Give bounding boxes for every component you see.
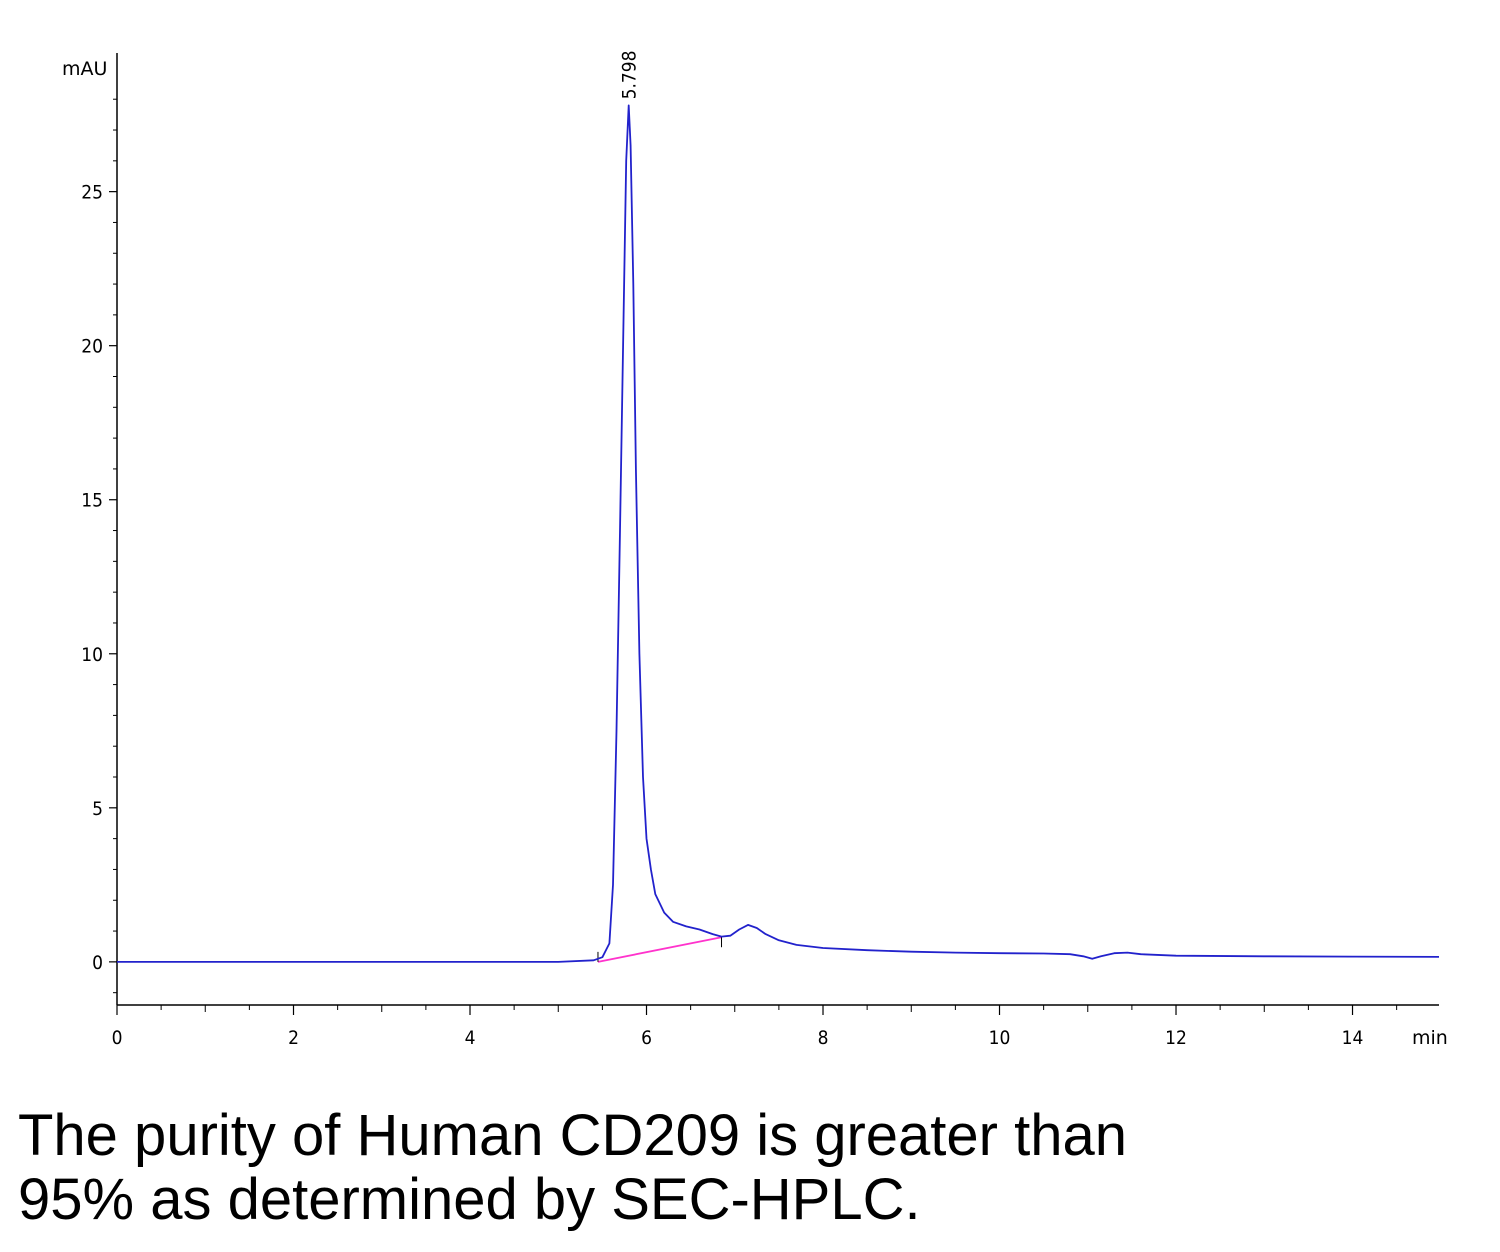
y-tick-label: 5 (92, 798, 103, 820)
chromatogram-chart: 0 5 10 15 20 25 0 2 4 6 8 10 12 14 mAU min 5.798 (62, 50, 1448, 1049)
axes (116, 53, 1439, 1006)
ticks (109, 98, 1398, 1015)
caption-line-1: The purity of Human CD209 is greater tha… (18, 1103, 1127, 1168)
y-tick-label: 20 (81, 336, 103, 358)
integration-baseline (597, 936, 722, 963)
x-tick-label: 4 (465, 1027, 476, 1049)
x-tick-label: 8 (818, 1027, 829, 1049)
plot-marks: 5.798 (117, 50, 1440, 963)
x-tick-label: 6 (641, 1027, 652, 1049)
x-tick-label: 2 (288, 1027, 299, 1049)
caption-line-2: 95% as determined by SEC-HPLC. (18, 1167, 921, 1232)
x-tick-label: 12 (1165, 1027, 1187, 1049)
chromatogram-trace-0 (117, 104, 1440, 963)
y-tick-label: 15 (81, 490, 103, 512)
x-tick-label: 0 (112, 1027, 123, 1049)
y-axis-unit-label: mAU (62, 58, 107, 80)
peak-label: 5.798 (619, 50, 641, 99)
y-tick-label: 0 (92, 952, 103, 974)
x-axis-unit-label: min (1412, 1027, 1448, 1049)
x-tick-label: 10 (989, 1027, 1011, 1049)
x-tick-label: 14 (1342, 1027, 1364, 1049)
tick-labels: 0 5 10 15 20 25 0 2 4 6 8 10 12 14 (81, 182, 1363, 1049)
caption: The purity of Human CD209 is greater tha… (18, 1104, 1478, 1232)
y-tick-label: 10 (81, 644, 103, 666)
y-tick-label: 25 (81, 182, 103, 204)
